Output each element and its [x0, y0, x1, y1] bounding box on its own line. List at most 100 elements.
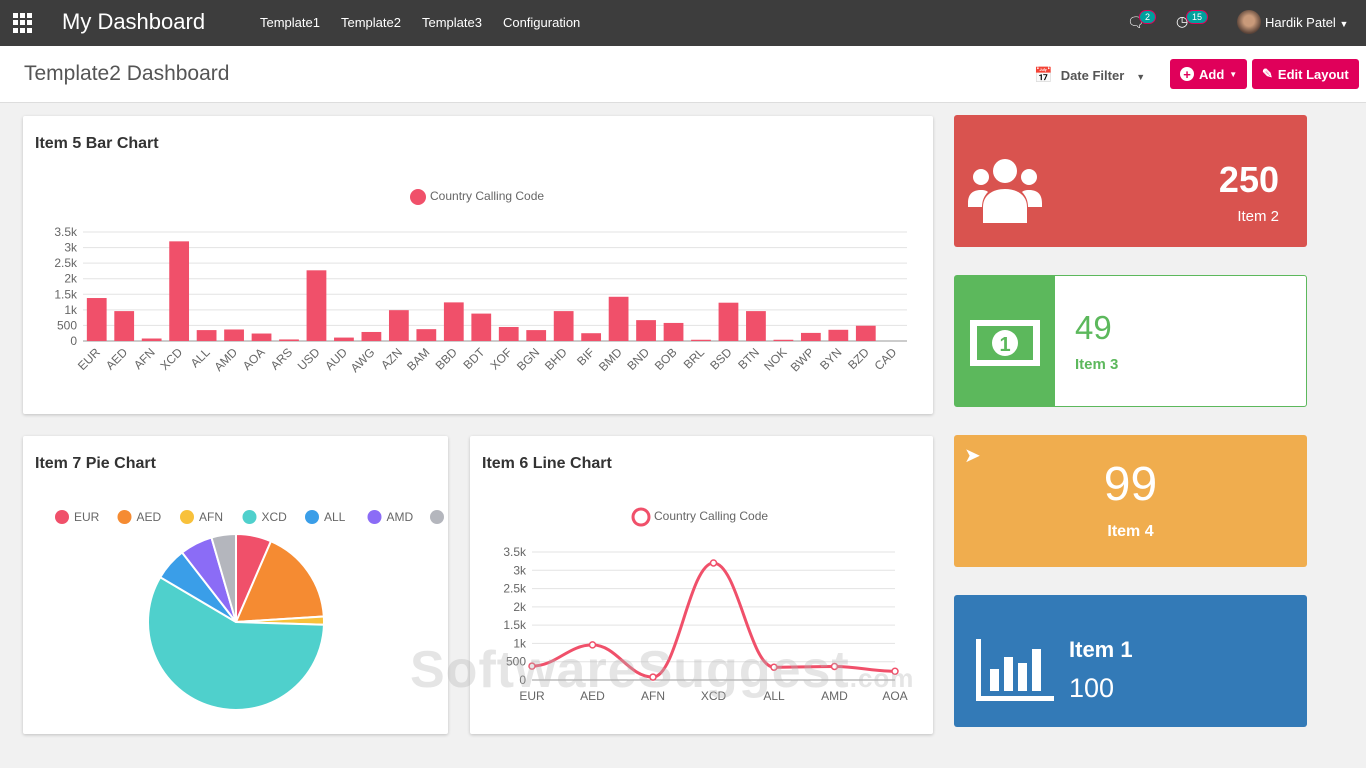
line-chart-card: Item 6 Line Chart Country Calling Code 0 5… — [470, 436, 933, 734]
x-tick-label: AED — [580, 689, 605, 703]
bar-BZD — [855, 325, 876, 341]
bar-BND — [636, 320, 656, 341]
x-tick-label: ALL — [763, 689, 785, 703]
x-tick-label: AFN — [641, 689, 665, 703]
kpi-item-3[interactable]: 1 49 Item 3 — [954, 275, 1307, 407]
kpi-label: Item 1 — [1069, 637, 1133, 662]
x-tick-label: AMD — [821, 689, 848, 703]
x-tick-label: AZN — [378, 345, 405, 372]
x-tick-label: XCD — [701, 689, 727, 703]
edit-layout-label: Edit Layout — [1277, 66, 1349, 82]
x-tick-label: AWG — [348, 345, 378, 375]
activities-badge: 15 — [1186, 10, 1209, 24]
x-tick-label: NOK — [761, 345, 789, 373]
money-icon: 1 — [970, 320, 1040, 366]
card-title: Item 7 Pie Chart — [35, 455, 156, 472]
brand-title[interactable]: My Dashboard — [62, 9, 206, 34]
menu-template1[interactable]: Template1 — [260, 15, 320, 30]
x-tick-label: BGN — [514, 345, 542, 373]
bar-BHD — [553, 311, 574, 341]
point-ALL — [770, 663, 778, 671]
bar-BBD — [443, 302, 464, 341]
menu-configuration[interactable]: Configuration — [502, 15, 581, 30]
messages-button[interactable]: 🗨 2 — [1127, 10, 1157, 31]
bar-ALL — [196, 330, 217, 341]
menu-template3[interactable]: Template3 — [421, 15, 482, 30]
bar-AFN — [141, 338, 162, 341]
add-label: Add — [1199, 66, 1225, 82]
x-tick-label: BRL — [681, 345, 708, 372]
x-tick-label: XCD — [157, 345, 185, 373]
edit-layout-button[interactable]: ✎ Edit Layout — [1252, 59, 1359, 89]
avatar[interactable] — [1237, 10, 1261, 34]
messages-badge: 2 — [1139, 10, 1157, 24]
add-button[interactable]: + Add ▼ — [1170, 59, 1248, 89]
kpi-item-1[interactable]: Item 1 100 — [954, 595, 1307, 727]
y-tick-label: 2k — [513, 600, 527, 614]
bar-AED — [114, 311, 135, 341]
legend-swatch-AED — [117, 510, 132, 524]
bar-BOB — [663, 322, 684, 341]
x-tick-label: BTN — [735, 345, 762, 372]
line-chart: Country Calling Code 0 500 1k 1.5k 2k 2.5k 3k 3.… — [503, 507, 908, 703]
bar-AOA — [251, 333, 272, 341]
legend-swatch-XCD — [242, 510, 257, 524]
point-EUR — [528, 662, 536, 670]
bar-BDT — [471, 313, 492, 341]
y-tick-label: 3.5k — [503, 545, 527, 559]
bar-USD — [306, 270, 327, 341]
y-tick-label: 3k — [64, 241, 78, 255]
pie-slice-XCD — [147, 575, 325, 711]
kpi-label: Item 2 — [1237, 208, 1279, 225]
bar-XOF — [498, 326, 519, 341]
legend-label: XCD — [262, 510, 288, 524]
plus-circle-icon: + — [1180, 67, 1194, 81]
menu-template2[interactable]: Template2 — [340, 15, 401, 30]
y-tick-label: 1k — [513, 636, 527, 650]
legend-swatch — [631, 507, 651, 527]
kpi-item-2[interactable]: 250 Item 2 — [954, 115, 1307, 247]
x-tick-label: BWP — [788, 345, 817, 374]
x-tick-label: AFN — [131, 345, 158, 372]
kpi-item-4[interactable]: ➤ 99 Item 4 — [954, 435, 1307, 567]
x-tick-label: AUD — [322, 345, 350, 373]
kpi-label: Item 3 — [1075, 356, 1119, 373]
x-tick-label: EUR — [519, 689, 545, 703]
legend-label: Country Calling Code — [430, 189, 544, 203]
y-tick-label: 3.5k — [54, 225, 78, 239]
bar-AMD — [224, 329, 244, 341]
pencil-icon: ✎ — [1262, 66, 1273, 81]
legend-swatch-EUR — [55, 510, 69, 524]
x-tick-label: BIF — [574, 345, 597, 368]
x-tick-label: BYN — [817, 345, 844, 372]
point-AFN — [649, 673, 657, 681]
y-tick-label: 1.5k — [54, 287, 78, 301]
bar-BGN — [526, 330, 547, 341]
clock-icon: ◷ — [1176, 13, 1189, 29]
x-tick-label: BHD — [542, 345, 570, 373]
date-filter-button[interactable]: 📅 Date Filter ▼ — [1034, 66, 1145, 84]
pie-slice-AOA — [210, 532, 237, 623]
bar-AZN — [388, 310, 409, 341]
legend-label: AED — [137, 510, 162, 524]
paper-plane-icon: ➤ — [964, 445, 981, 467]
kpi-value: 100 — [1069, 673, 1115, 703]
activities-button[interactable]: ◷ 15 — [1176, 10, 1209, 30]
y-tick-label: 0 — [519, 673, 526, 687]
apps-grid-icon[interactable] — [13, 13, 33, 33]
user-menu[interactable]: Hardik Patel ▼ — [1265, 15, 1348, 30]
x-tick-label: USD — [295, 345, 323, 373]
legend-swatch-AMD — [367, 510, 382, 524]
legend-label: AFN — [199, 510, 223, 524]
x-tick-label: BMD — [596, 345, 625, 374]
users-icon — [968, 159, 1042, 223]
user-name: Hardik Patel — [1265, 15, 1336, 30]
kpi-label: Item 4 — [1107, 523, 1154, 540]
x-tick-label: EUR — [75, 345, 103, 373]
legend-swatch-AOA — [430, 510, 444, 524]
x-tick-label: AMD — [211, 345, 240, 374]
bar-BSD — [718, 302, 739, 341]
bar-chart-icon — [976, 639, 1054, 701]
